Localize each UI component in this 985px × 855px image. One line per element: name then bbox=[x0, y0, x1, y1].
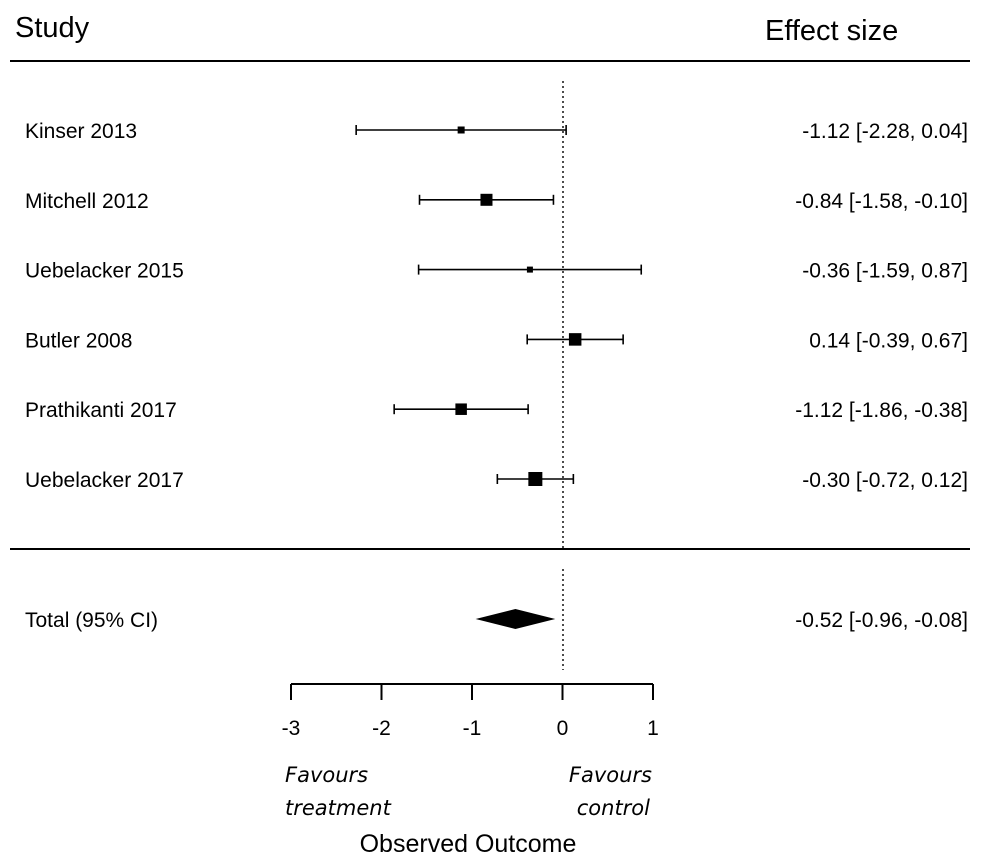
x-tick-label: 0 bbox=[557, 717, 569, 740]
study-name: Prathikanti 2017 bbox=[25, 399, 177, 422]
study-name: Uebelacker 2015 bbox=[25, 260, 184, 283]
x-tick-label: -2 bbox=[372, 717, 391, 740]
point-estimate bbox=[526, 266, 533, 273]
favours-treatment-line1: Favours bbox=[285, 763, 368, 787]
total-effect-label: -0.52 [-0.96, -0.08] bbox=[795, 609, 968, 632]
study-name: Uebelacker 2017 bbox=[25, 469, 184, 492]
study-rows: Kinser 2013 -1.12 [-2.28, 0.04] Mitchell 2… bbox=[25, 120, 968, 492]
study-name: Butler 2008 bbox=[25, 329, 132, 352]
effect-size-label: -1.12 [-2.28, 0.04] bbox=[802, 120, 968, 143]
x-axis-label: Observed Outcome bbox=[360, 830, 577, 855]
study-row: Prathikanti 2017 -1.12 [-1.86, -0.38] bbox=[25, 399, 968, 422]
effect-size-label: -0.30 [-0.72, 0.12] bbox=[802, 469, 968, 492]
x-axis: -3 -2 -1 0 1 bbox=[282, 683, 659, 740]
study-row: Uebelacker 2015 -0.36 [-1.59, 0.87] bbox=[25, 260, 968, 283]
header-effect-size: Effect size bbox=[765, 15, 898, 47]
summary-diamond bbox=[475, 609, 556, 629]
study-row: Butler 2008 0.14 [-0.39, 0.67] bbox=[25, 329, 968, 352]
favours-treatment-line2: treatment bbox=[285, 796, 392, 820]
total-name: Total (95% CI) bbox=[25, 609, 158, 632]
favours-control-line2: control bbox=[577, 796, 650, 820]
point-estimate bbox=[457, 126, 465, 134]
header-study: Study bbox=[15, 12, 90, 44]
x-tick-label: -3 bbox=[282, 717, 301, 740]
study-name: Kinser 2013 bbox=[25, 120, 137, 143]
point-estimate bbox=[480, 193, 493, 206]
study-name: Mitchell 2012 bbox=[25, 190, 149, 213]
study-row: Uebelacker 2017 -0.30 [-0.72, 0.12] bbox=[25, 469, 968, 492]
point-estimate bbox=[455, 403, 467, 415]
study-row: Mitchell 2012 -0.84 [-1.58, -0.10] bbox=[25, 190, 968, 213]
study-row: Kinser 2013 -1.12 [-2.28, 0.04] bbox=[25, 120, 968, 143]
effect-size-label: -1.12 [-1.86, -0.38] bbox=[795, 399, 968, 422]
effect-size-label: -0.36 [-1.59, 0.87] bbox=[802, 260, 968, 283]
total-row: Total (95% CI) -0.52 [-0.96, -0.08] bbox=[25, 609, 968, 632]
point-estimate bbox=[528, 472, 543, 486]
favours-control-line1: Favours bbox=[569, 763, 652, 787]
point-estimate bbox=[568, 333, 582, 346]
x-tick-label: 1 bbox=[647, 717, 659, 740]
x-tick-label: -1 bbox=[463, 717, 482, 740]
effect-size-label: -0.84 [-1.58, -0.10] bbox=[795, 190, 968, 213]
effect-size-label: 0.14 [-0.39, 0.67] bbox=[809, 329, 968, 352]
